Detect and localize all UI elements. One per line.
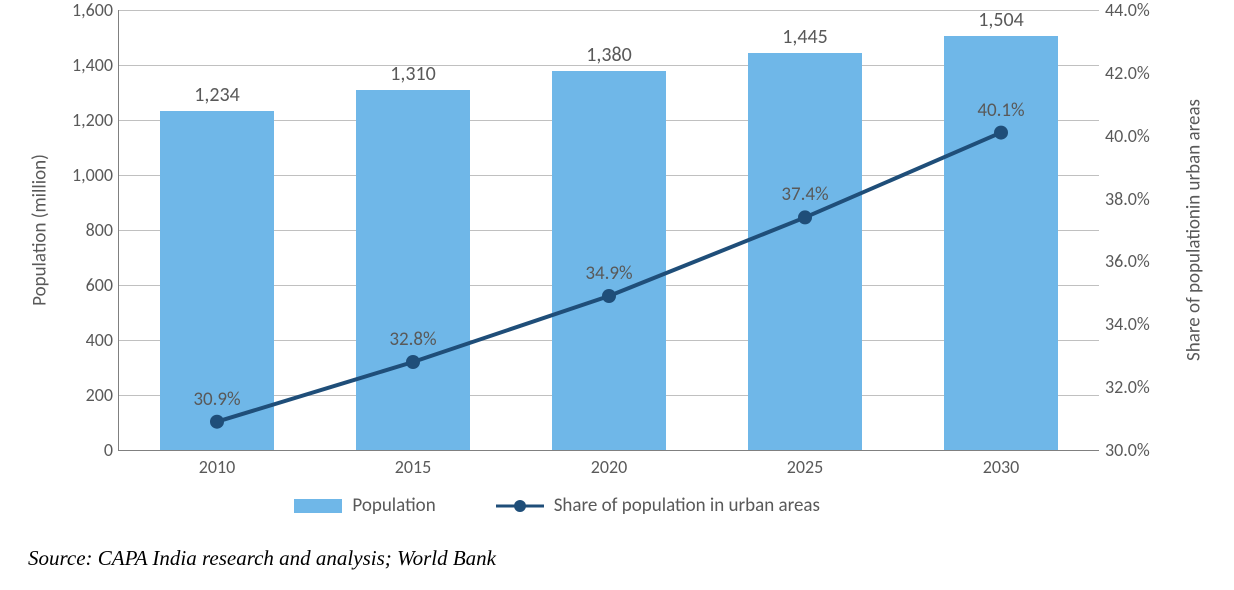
y2-axis-title: Share of populationin urban areas — [1183, 99, 1206, 361]
bar — [356, 90, 470, 450]
y2-tick-label: 34.0% — [1099, 313, 1150, 335]
line-value-label: 34.9% — [585, 262, 632, 285]
y2-tick-label: 42.0% — [1099, 62, 1150, 84]
y2-tick-label: 32.0% — [1099, 376, 1150, 398]
legend-swatch-line — [496, 496, 544, 516]
y1-tick-label: 0 — [104, 439, 119, 461]
y1-tick-label: 800 — [86, 219, 119, 241]
legend-item-population: Population — [294, 494, 435, 517]
bar — [552, 71, 666, 451]
population-urbanization-chart: 0 200 400 600 800 1,000 1,200 1,400 1,600 30.0% 32… — [0, 0, 1234, 590]
legend: Population Share of population in urban … — [294, 494, 820, 517]
y1-axis-title: Population (million) — [29, 154, 52, 306]
y1-tick-label: 1,000 — [72, 164, 119, 186]
line-value-label: 30.9% — [193, 388, 240, 411]
line-value-label: 37.4% — [781, 184, 828, 207]
legend-label-urban-share: Share of population in urban areas — [554, 494, 820, 517]
y1-tick-label: 1,600 — [72, 0, 119, 21]
legend-label-population: Population — [352, 494, 435, 517]
bar — [748, 53, 862, 450]
bar-value-label: 1,380 — [586, 43, 632, 67]
x-tick-label: 2020 — [591, 450, 628, 478]
y1-tick-label: 600 — [86, 274, 119, 296]
bar-value-label: 1,310 — [390, 62, 436, 86]
y1-tick-label: 1,400 — [72, 54, 119, 76]
y1-tick-label: 1,200 — [72, 109, 119, 131]
x-tick-label: 2025 — [787, 450, 824, 478]
y2-tick-label: 30.0% — [1099, 439, 1150, 461]
x-tick-label: 2010 — [199, 450, 236, 478]
x-tick-label: 2030 — [983, 450, 1020, 478]
bar-value-label: 1,234 — [194, 83, 240, 107]
x-tick-label: 2015 — [395, 450, 432, 478]
y2-tick-label: 36.0% — [1099, 250, 1150, 272]
legend-swatch-bar — [294, 499, 342, 513]
y2-tick-label: 40.0% — [1099, 125, 1150, 147]
line-value-label: 32.8% — [389, 328, 436, 351]
plot-area: 02004006008001,0001,2001,4001,60030.0%32… — [118, 10, 1099, 451]
legend-item-urban-share: Share of population in urban areas — [496, 494, 820, 517]
bar-value-label: 1,504 — [978, 8, 1024, 32]
source-note: Source: CAPA India research and analysis… — [28, 546, 496, 571]
bar-value-label: 1,445 — [782, 25, 828, 49]
y1-tick-label: 400 — [86, 329, 119, 351]
y2-tick-label: 38.0% — [1099, 188, 1150, 210]
y1-tick-label: 200 — [86, 384, 119, 406]
y2-tick-label: 44.0% — [1099, 0, 1150, 21]
line-value-label: 40.1% — [977, 99, 1024, 122]
gridline — [119, 10, 1099, 11]
